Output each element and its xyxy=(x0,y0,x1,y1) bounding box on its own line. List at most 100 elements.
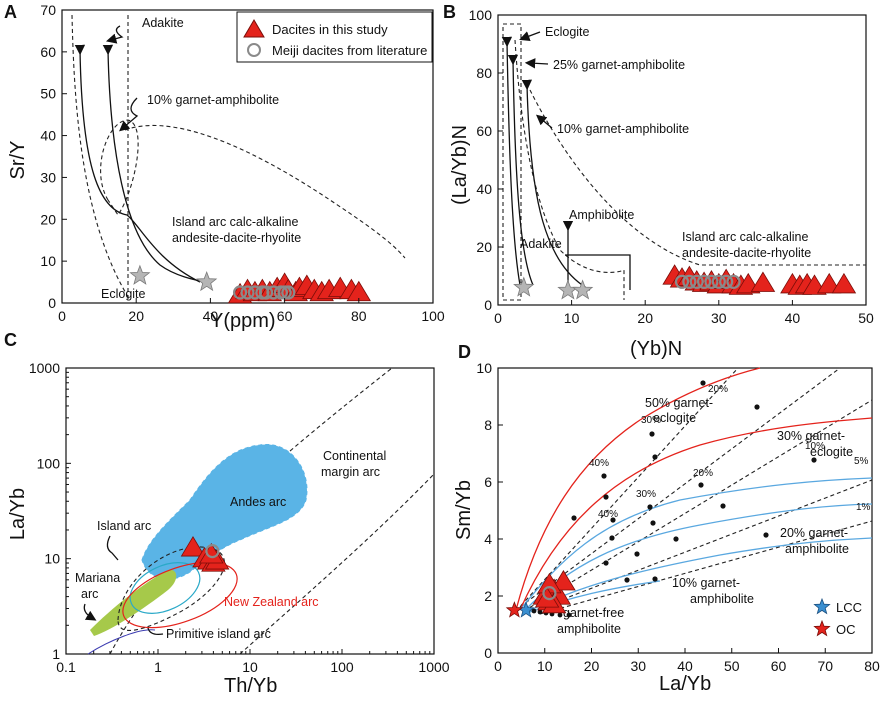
y-tick-label: 6 xyxy=(484,474,492,490)
meiji-point xyxy=(704,274,719,289)
y-tick-label: 4 xyxy=(484,531,492,547)
mariana-arc-field xyxy=(90,569,177,636)
y-tick-label: 80 xyxy=(476,65,492,81)
x-axis-label: Th/Yb xyxy=(224,675,277,697)
panel-b: B (Yb)N (La/Yb)N Eclogite 25% garnet-amp… xyxy=(443,2,874,360)
new-zealand-ellipse xyxy=(122,561,238,629)
axis-ticks: 0 20 40 60 80 100 0 10 20 30 40 50 60 70 xyxy=(40,2,444,324)
node xyxy=(601,473,607,479)
node xyxy=(531,608,537,614)
pct-20: 20% xyxy=(708,384,728,395)
y-tick-label: 60 xyxy=(476,123,492,139)
adakite-pointer xyxy=(105,25,124,44)
oc-star-icon xyxy=(813,619,831,637)
panel-label-d: D xyxy=(458,342,471,362)
curve-25 xyxy=(507,54,534,286)
x-tick-label: 70 xyxy=(817,658,833,674)
node xyxy=(754,404,760,410)
y-tick-label: 70 xyxy=(40,2,56,18)
dacite-point xyxy=(180,536,206,557)
node xyxy=(571,515,577,521)
x-tick-label: 50 xyxy=(858,310,874,326)
x-tick-label: 10 xyxy=(564,310,580,326)
oc-star xyxy=(505,601,524,618)
annotation-andes: Andes arc xyxy=(230,495,286,509)
y-tick-label: 40 xyxy=(40,128,56,144)
curve-nodes xyxy=(531,380,817,618)
y-tick-label: 0 xyxy=(484,297,492,313)
annotation-garnet: 10% garnet-amphibolite xyxy=(147,93,279,107)
annotation-50: 50% garnet- xyxy=(645,396,713,410)
x-tick-label: 40 xyxy=(203,308,219,324)
meiji-point xyxy=(542,586,557,601)
annotation-eclogite: Eclogite xyxy=(545,25,590,39)
x-axis-label: Y(ppm) xyxy=(210,310,276,332)
mix-line-2 xyxy=(519,367,841,608)
annotation-arc-2: andesite-dacite-rhyolite xyxy=(682,246,811,260)
y-tick-label: 20 xyxy=(40,211,56,227)
annotation-cont-2: margin arc xyxy=(321,465,380,479)
legend-circle-icon xyxy=(247,43,261,57)
annotation-arc-1: Island arc calc-alkaline xyxy=(172,215,298,229)
melting-curve-1 xyxy=(74,44,201,283)
eclogite-star xyxy=(572,279,594,300)
x-tick-label: 80 xyxy=(864,658,880,674)
x-axis-label: (Yb)N xyxy=(630,338,682,360)
annotation-50b: eclogite xyxy=(653,411,696,425)
annotation-20: 20% garnet- xyxy=(780,526,848,540)
meiji-point xyxy=(258,285,274,300)
annotation-gf: garnet-free xyxy=(563,606,624,620)
meiji-point xyxy=(281,285,296,300)
legend-oc: OC xyxy=(836,622,856,637)
y-tick-label: 1000 xyxy=(29,360,60,376)
panel-a: A Y(ppm) Sr/Y Adakite 10% garnet-amphibo… xyxy=(4,2,445,332)
meiji-point xyxy=(689,274,704,289)
panel-label-a: A xyxy=(4,2,17,22)
annotation-arc-2: andesite-dacite-rhyolite xyxy=(172,231,301,245)
mix-line-4 xyxy=(529,479,873,613)
panel-label-c: C xyxy=(4,330,17,350)
annotation-20b: amphibolite xyxy=(785,542,849,556)
curve-blue-2 xyxy=(523,503,873,612)
node xyxy=(603,560,609,566)
dacite-point xyxy=(831,272,857,294)
node xyxy=(652,576,658,582)
adakite-field xyxy=(514,39,625,300)
mix-line-1 xyxy=(515,367,739,612)
y-tick-label: 2 xyxy=(484,588,492,604)
meiji-point xyxy=(240,285,255,300)
island-pointer xyxy=(106,535,119,561)
x-tick-label: 1 xyxy=(154,659,162,675)
curve-30-eclogite xyxy=(519,417,873,611)
annotation-eclogite: Eclogite xyxy=(101,287,146,301)
y-tick-label: 100 xyxy=(469,7,493,23)
node xyxy=(673,536,679,542)
x-tick-label: 20 xyxy=(584,658,600,674)
g10-pointer xyxy=(536,114,553,129)
legend-box xyxy=(236,11,433,63)
annotation-mariana: Mariana xyxy=(75,571,120,585)
curve-blue-3 xyxy=(526,537,873,613)
x-tick-label: 20 xyxy=(637,310,653,326)
y-tick-label: 10 xyxy=(40,253,56,269)
annotation-30b: eclogite xyxy=(810,445,853,459)
y-tick-label: 10 xyxy=(476,360,492,376)
curve-eclogite xyxy=(501,36,521,286)
x-tick-label: 30 xyxy=(711,310,727,326)
node xyxy=(698,482,704,488)
annotation-10: 10% garnet-amphibolite xyxy=(557,122,689,136)
meiji-point xyxy=(205,544,220,559)
x-tick-label: 30 xyxy=(630,658,646,674)
curve-blue-1 xyxy=(519,477,873,611)
meiji-point xyxy=(726,274,741,289)
node xyxy=(647,504,653,510)
mariana-pointer xyxy=(83,603,97,621)
annotation-mariana-2: arc xyxy=(81,587,98,601)
panel-d: D La/Yb Sm/Yb xyxy=(453,342,880,695)
meiji-point xyxy=(696,274,712,289)
panel-c: C Th/Yb La/Yb Continental margin arc And… xyxy=(4,330,450,697)
node xyxy=(609,535,615,541)
node xyxy=(652,454,658,460)
x-tick-label: 100 xyxy=(421,308,445,324)
